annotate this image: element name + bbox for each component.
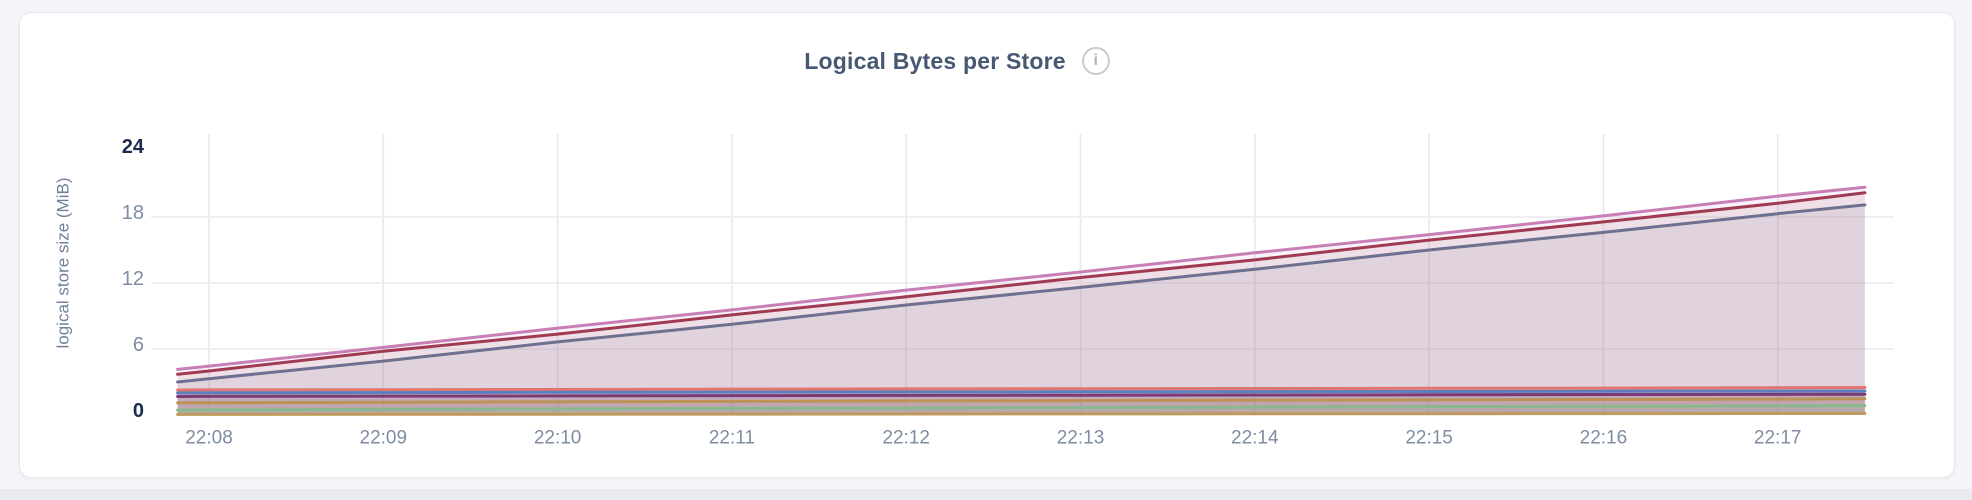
x-tick-label: 22:14	[1231, 428, 1279, 449]
x-tick-label: 22:09	[360, 428, 408, 449]
y-tick-label: 12	[122, 268, 144, 290]
series-line-store-7	[176, 397, 1867, 405]
y-tick-label: 0	[133, 400, 144, 422]
info-icon[interactable]: i	[1081, 47, 1110, 75]
series-area-store-3	[177, 204, 1865, 415]
y-tick-label: 24	[122, 136, 145, 158]
chart-card: 22:08 22:09 22:10 22:11 22:12 22:13 22:14 22:15…	[19, 12, 1955, 478]
y-axis-label: logical store size (MiB)	[54, 178, 73, 349]
x-tick-label: 22:16	[1580, 428, 1628, 449]
series-line-store-4	[176, 386, 1867, 392]
x-tick-label: 22:13	[1057, 428, 1105, 449]
x-tick-label: 22:17	[1754, 428, 1802, 449]
y-tick-label: 6	[133, 334, 144, 356]
series-line-store-1	[176, 185, 1867, 371]
x-tick-label: 22:10	[534, 428, 582, 449]
series-line-store-6	[176, 392, 1867, 398]
series-line-store-2	[176, 191, 1867, 376]
x-tick-label: 22:08	[185, 428, 233, 449]
next-panel-edge	[0, 489, 1972, 500]
series-line-store-9	[176, 411, 1867, 416]
chart-title: Logical Bytes per Store	[804, 47, 1066, 74]
series-line-store-3	[176, 203, 1867, 384]
x-tick-label: 22:15	[1405, 428, 1453, 449]
series-line-store-8	[176, 404, 1867, 412]
series-line-store-5	[176, 389, 1867, 395]
y-tick-label: 18	[122, 202, 144, 224]
chart-header: Logical Bytes per Store i	[20, 47, 1954, 75]
info-icon-glyph: i	[1093, 52, 1098, 69]
x-tick-label: 22:12	[882, 428, 930, 449]
x-tick-label: 22:11	[709, 428, 755, 449]
chart-canvas[interactable]: 22:08 22:09 22:10 22:11 22:12 22:13 22:14 22:15…	[20, 13, 1956, 479]
series-area-store-1	[177, 187, 1865, 415]
